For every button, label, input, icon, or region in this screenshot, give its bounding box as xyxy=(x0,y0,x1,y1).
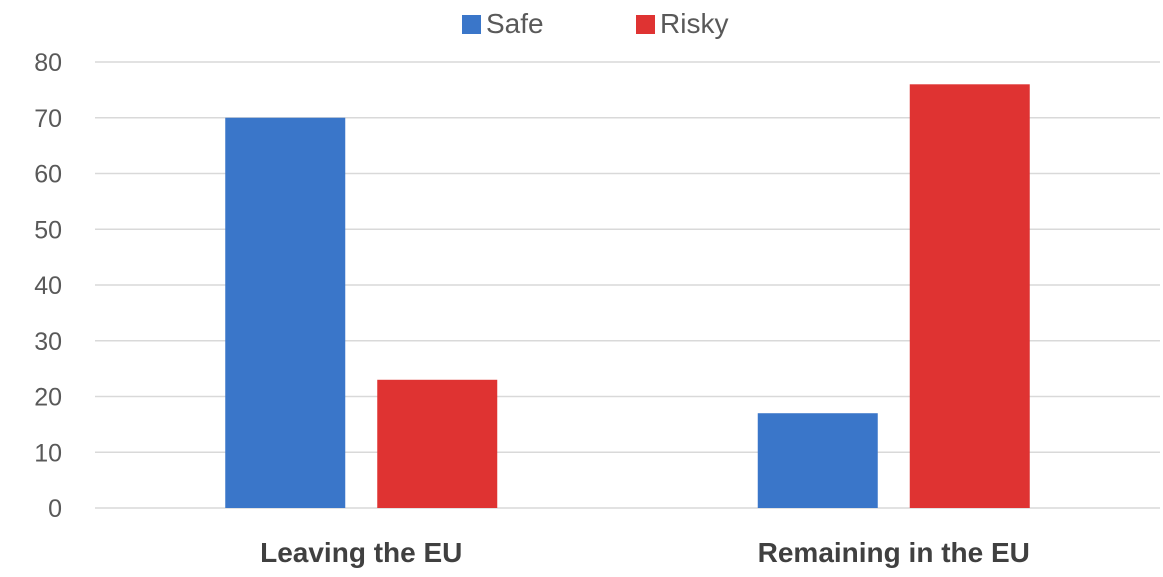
legend: Safe Risky xyxy=(462,8,728,39)
y-tick-label: 80 xyxy=(34,49,62,77)
legend-swatch-risky xyxy=(636,15,655,34)
x-category-label: Leaving the EU xyxy=(260,537,462,568)
legend-swatch-safe xyxy=(462,15,481,34)
bar-risky-1 xyxy=(909,84,1030,509)
y-tick-label: 20 xyxy=(34,384,62,412)
y-tick-label: 30 xyxy=(34,328,62,356)
y-tick-label: 70 xyxy=(34,105,62,133)
y-tick-label: 50 xyxy=(34,216,62,244)
bar-risky-0 xyxy=(377,379,498,508)
y-tick-label: 60 xyxy=(34,161,62,189)
x-axis-category-labels: Leaving the EU Remaining in the EU xyxy=(260,537,1030,568)
bars xyxy=(225,84,1030,509)
y-axis-tick-labels: 0 10 20 30 40 50 60 70 80 xyxy=(34,49,62,523)
y-tick-label: 0 xyxy=(48,495,62,523)
legend-label-risky: Risky xyxy=(660,8,728,39)
bar-safe-0 xyxy=(225,117,346,508)
bar-safe-1 xyxy=(757,413,878,508)
y-tick-label: 10 xyxy=(34,439,62,467)
x-category-label: Remaining in the EU xyxy=(758,537,1030,568)
y-tick-label: 40 xyxy=(34,272,62,300)
legend-label-safe: Safe xyxy=(486,8,544,39)
